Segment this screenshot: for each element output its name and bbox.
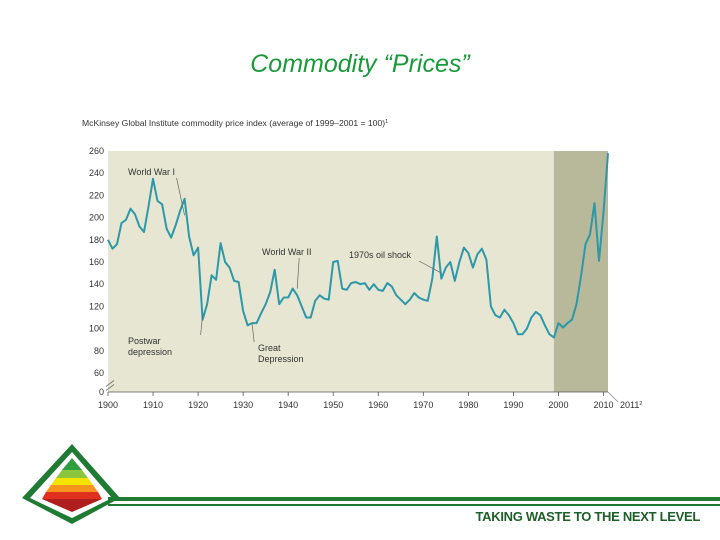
x-tick-label: 1910 bbox=[143, 400, 163, 410]
annotation-leader bbox=[418, 260, 442, 274]
tagline: TAKING WASTE TO THE NEXT LEVEL bbox=[475, 509, 700, 524]
y-tick-label: 100 bbox=[89, 324, 104, 334]
y-tick-label: 80 bbox=[94, 346, 104, 356]
annotation-label-line: depression bbox=[128, 347, 172, 357]
x-tick-label: 2010 bbox=[593, 400, 613, 410]
y-tick-label: 160 bbox=[89, 257, 104, 267]
logo-band-lightgreen bbox=[56, 470, 88, 478]
annotation-leader bbox=[176, 177, 185, 216]
annotation-label: World War II bbox=[262, 247, 312, 257]
footer-thin-line bbox=[108, 504, 720, 506]
chart-title-text: McKinsey Global Institute commodity pric… bbox=[82, 118, 385, 128]
logo-band-darkred bbox=[42, 499, 102, 512]
x-tick-label: 2000 bbox=[548, 400, 568, 410]
x-tick-label-2011-text: 2011 bbox=[620, 400, 639, 410]
annotation-label: Great Depression bbox=[258, 343, 304, 364]
x-tick-label: 1990 bbox=[503, 400, 523, 410]
chart-title-superscript: 1 bbox=[385, 119, 388, 125]
x-tick-label-2011: 20112 bbox=[620, 400, 642, 410]
x-tick-label: 1960 bbox=[368, 400, 388, 410]
annotation-label: World War I bbox=[128, 167, 175, 177]
commodity-index-chart: McKinsey Global Institute commodity pric… bbox=[82, 118, 642, 410]
y-tick-label: 260 bbox=[89, 146, 104, 156]
logo-band-yellow bbox=[51, 478, 93, 485]
annotation-leader bbox=[296, 257, 300, 289]
y-tick-label: 180 bbox=[89, 235, 104, 245]
footer-bar bbox=[108, 497, 720, 501]
axis-break-stroke bbox=[105, 384, 115, 391]
x-tick-label-2011-superscript: 2 bbox=[639, 401, 642, 407]
logo-band-red bbox=[42, 492, 102, 499]
x-tick-label: 1900 bbox=[98, 400, 118, 410]
x-tick-label: 1980 bbox=[458, 400, 478, 410]
y-tick-label: 220 bbox=[89, 190, 104, 200]
annotation-leader bbox=[200, 315, 203, 336]
logo-band-orange bbox=[46, 485, 98, 492]
y-tick-label: 200 bbox=[89, 213, 104, 223]
chart-title: McKinsey Global Institute commodity pric… bbox=[82, 118, 388, 128]
x-tick-label: 1940 bbox=[278, 400, 298, 410]
y-tick-label: 240 bbox=[89, 168, 104, 178]
x-tick-label: 1930 bbox=[233, 400, 253, 410]
x-tick-label: 1970 bbox=[413, 400, 433, 410]
axis-break-icon bbox=[105, 380, 115, 391]
x-axis-ticks: 1900 1910 1920 1930 1940 1950 1960 1970 1980 1990… bbox=[98, 391, 642, 410]
company-logo bbox=[22, 444, 120, 524]
annotation-label-line: Postwar bbox=[128, 336, 161, 346]
y-axis-ticks: 0 60 80 100 120 140 160 180 200 220 240 260 bbox=[89, 146, 104, 397]
axis-break-stroke bbox=[105, 380, 115, 387]
logo-band-green bbox=[62, 458, 82, 470]
y-tick-label: 120 bbox=[89, 301, 104, 311]
chart-frame: McKinsey Global Institute commodity pric… bbox=[78, 105, 672, 425]
annotation-label: Postwar depression bbox=[128, 336, 172, 357]
annotation-label: 1970s oil shock bbox=[349, 250, 412, 260]
y-tick-label: 60 bbox=[94, 368, 104, 378]
series-line bbox=[107, 153, 609, 339]
plot-background bbox=[108, 151, 608, 392]
annotation-leader bbox=[251, 324, 255, 343]
slide-title: Commodity “Prices” bbox=[250, 50, 470, 78]
x-extra-leader bbox=[607, 391, 619, 403]
annotation-label-line: Depression bbox=[258, 354, 304, 364]
y-tick-label: 140 bbox=[89, 279, 104, 289]
annotations: World War I Postwar depression Great Depress… bbox=[128, 167, 442, 364]
annotation-label-line: Great bbox=[258, 343, 281, 353]
y-tick-label: 0 bbox=[99, 387, 104, 397]
x-tick-label: 1950 bbox=[323, 400, 343, 410]
x-tick-label: 1920 bbox=[188, 400, 208, 410]
